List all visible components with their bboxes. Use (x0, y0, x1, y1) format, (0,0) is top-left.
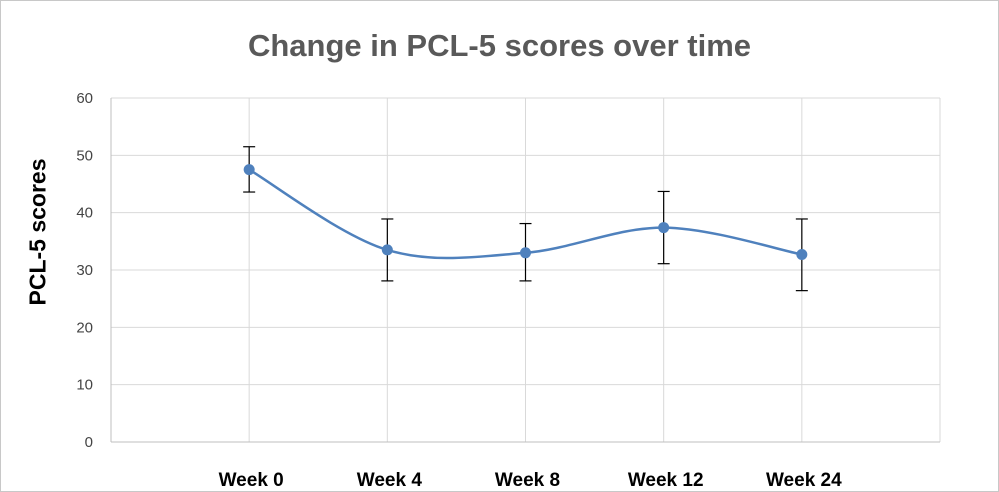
y-tick-label: 40 (76, 205, 93, 222)
data-point (658, 222, 670, 234)
x-tick-label: Week 12 (628, 470, 704, 491)
data-point (520, 247, 531, 259)
x-tick-label: Week 24 (766, 470, 842, 491)
data-points (243, 164, 808, 261)
y-tick-label: 10 (76, 377, 93, 394)
data-point (796, 249, 808, 261)
axes (110, 98, 940, 443)
y-tick-label: 20 (76, 319, 93, 336)
x-tick-labels: Week 0 Week 4 Week 8 Week 12 Week 24 (219, 470, 843, 491)
data-point (243, 164, 255, 176)
y-tick-label: 60 (76, 90, 93, 107)
y-tick-labels: 0 10 20 30 40 50 60 (76, 90, 93, 451)
x-tick-label: Week 0 (219, 470, 284, 491)
y-tick-label: 50 (76, 147, 93, 164)
y-tick-label: 30 (76, 262, 93, 279)
y-tick-label: 0 (85, 434, 93, 451)
x-tick-label: Week 8 (495, 470, 560, 491)
chart-title: Change in PCL-5 scores over time (247, 28, 752, 63)
x-tick-label: Week 4 (357, 470, 423, 491)
data-point (381, 244, 393, 256)
